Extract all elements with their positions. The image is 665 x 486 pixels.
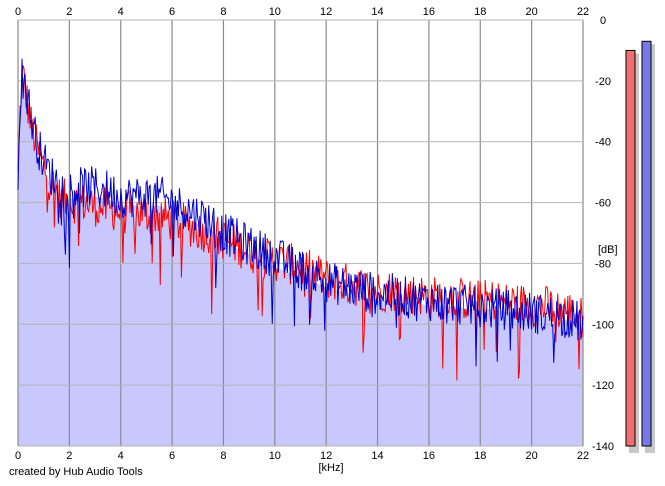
x-axis-top: 0 2 4 6 8 10 12 14 16 18 20 22 — [15, 6, 589, 18]
x-tick-label-top: 12 — [320, 6, 332, 18]
y-tick-label: -100 — [592, 319, 614, 331]
credit-text: created by Hub Audio Tools — [9, 466, 143, 478]
x-tick-label-top: 8 — [220, 6, 226, 18]
level-meters — [625, 40, 655, 454]
y-tick-label: -40 — [595, 137, 611, 149]
y-tick-label: -80 — [595, 258, 611, 270]
y-tick-label: -20 — [595, 76, 611, 88]
x-tick-label-bottom: 4 — [118, 450, 124, 462]
x-tick-label-bottom: 0 — [15, 450, 21, 462]
y-tick-label: -120 — [592, 380, 614, 392]
blue-channel-line — [17, 58, 584, 367]
x-tick-label-bottom: 2 — [66, 450, 72, 462]
x-tick-label-top: 18 — [474, 6, 486, 18]
spectrum-area — [18, 78, 583, 446]
x-tick-label-top: 2 — [66, 6, 72, 18]
x-tick-label-bottom: 14 — [371, 450, 383, 462]
y-tick-label: 0 — [600, 15, 606, 27]
x-tick-label-top: 4 — [118, 6, 124, 18]
x-tick-label-top: 0 — [15, 6, 21, 18]
x-tick-label-bottom: 18 — [474, 450, 486, 462]
spectrum-fill — [18, 78, 583, 446]
x-axis-bottom: 0 2 4 6 8 10 12 14 16 18 20 22 — [15, 450, 589, 462]
x-tick-label-bottom: 12 — [320, 450, 332, 462]
series-lines — [17, 58, 584, 381]
x-tick-label-top: 14 — [371, 6, 383, 18]
x-axis-unit: [kHz] — [318, 462, 343, 474]
y-axis-unit: [dB] — [598, 244, 618, 256]
x-tick-label-top: 22 — [577, 6, 589, 18]
x-tick-label-bottom: 16 — [423, 450, 435, 462]
level-meter-blue — [641, 40, 652, 447]
x-tick-label-top: 6 — [169, 6, 175, 18]
x-tick-label-bottom: 10 — [269, 450, 281, 462]
x-tick-label-bottom: 6 — [169, 450, 175, 462]
y-axis-right: 0 -20 -40 -60 -80 -100 -120 -140 — [592, 15, 614, 453]
red-channel-line — [17, 65, 584, 381]
x-tick-label-bottom: 8 — [220, 450, 226, 462]
x-tick-label-bottom: 22 — [577, 450, 589, 462]
y-tick-label: -60 — [595, 198, 611, 210]
x-tick-label-bottom: 20 — [526, 450, 538, 462]
y-tick-label: -140 — [592, 441, 614, 453]
level-meter-red — [625, 49, 636, 447]
x-tick-label-top: 16 — [423, 6, 435, 18]
x-tick-label-top: 10 — [269, 6, 281, 18]
x-tick-label-top: 20 — [526, 6, 538, 18]
